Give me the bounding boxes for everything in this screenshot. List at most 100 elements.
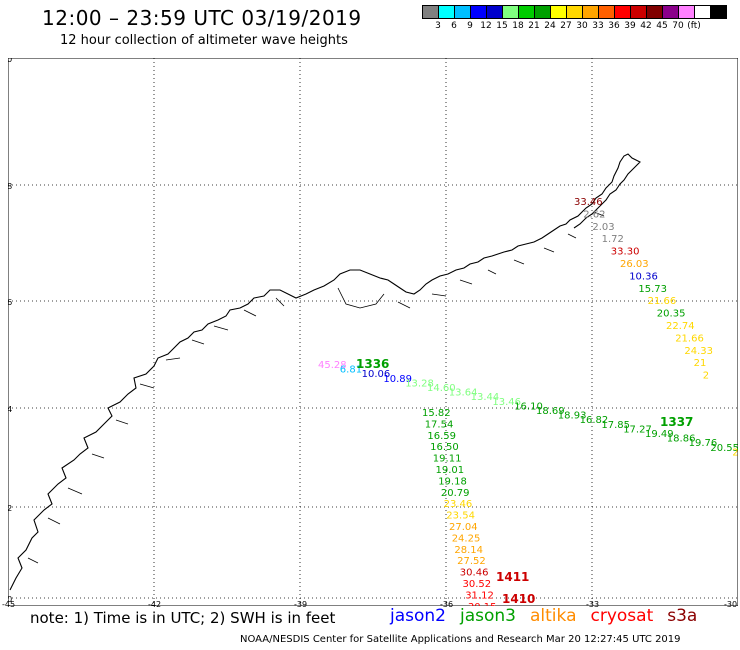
legend-label: 70 [672,21,684,31]
legend-swatch [502,5,519,19]
legend-label: 9 [467,21,473,31]
legend-label: 30 [576,21,588,31]
legend-swatch [710,5,727,19]
map-subtitle: 12 hour collection of altimeter wave hei… [60,33,348,48]
color-legend: 3 6 9 12 15 18 21 24 27 30 33 36 39 42 45 70 (ft) [422,5,727,31]
legend-swatch [630,5,647,19]
wave-height-label: 31.12 [465,590,494,601]
legend-label: (ft) [687,21,701,31]
legend-labels: 3 6 9 12 15 18 21 24 27 30 33 36 39 42 45 70 (ft) [422,21,726,31]
lat-label: 62 [8,504,12,513]
legend-label: 33 [592,21,604,31]
wave-height-label: 20.35 [657,309,686,320]
satellite-name-s3a: s3a [667,606,698,626]
legend-swatch [518,5,535,19]
lat-label: 66 [8,298,12,307]
wave-height-label: 18.69 [536,406,565,417]
wave-height-label: 6.81 [340,365,362,376]
wave-height-label: 27.52 [457,556,486,567]
legend-label: 42 [640,21,652,31]
lon-label: -39 [294,600,308,609]
greenland-coastline [9,153,641,591]
map-panel: 33.46 2.62 2.03 1.72 33.30 26.03 10.36 15.73 21.… [8,58,738,606]
orbit-number-label: 1411 [496,570,529,584]
wave-height-label: 16.82 [580,415,609,426]
lon-label: -36 [440,600,454,609]
satellite-name-jason2: jason2 [390,606,446,626]
wave-height-label: 22 [732,447,738,458]
satellite-name-cryosat: cryosat [590,606,654,626]
wave-height-label: 17.27 [623,424,652,435]
wave-height-label: 17.54 [425,419,454,430]
legend-label: 27 [560,21,572,31]
graticule [8,58,738,606]
legend-swatch [598,5,615,19]
orbit-number-label: 1410 [502,592,535,606]
legend-swatch [550,5,567,19]
legend-swatch [694,5,711,19]
wave-height-label: 33.46 [574,197,603,208]
wave-height-label: 21.66 [675,333,704,344]
wave-height-label: 13.64 [449,388,478,399]
legend-swatch [486,5,503,19]
map-title: 12:00 – 23:59 UTC 03/19/2019 [42,6,362,30]
wave-height-label: 13.46 [492,397,521,408]
map-canvas: 33.462.622.031.7233.3026.0310.3615.7321.… [8,58,738,606]
legend-label: 15 [496,21,508,31]
wave-height-label: 19.49 [645,429,674,440]
wave-height-label: 22.74 [666,321,695,332]
greenland-fjords [27,211,605,564]
wave-height-label: 15.73 [638,284,667,295]
orbit-number-label: 1336 [356,357,389,371]
wave-height-label: 18.86 [667,434,696,445]
legend-swatch [454,5,471,19]
lat-label: 64 [8,405,12,414]
legend-swatch [470,5,487,19]
wave-height-label: 28.14 [454,545,483,556]
lon-label: -42 [148,600,162,609]
wave-height-label: 23.46 [444,499,473,510]
wave-height-label: 2.62 [583,209,605,220]
wave-height-label: 2.03 [592,222,614,233]
wave-height-label: 24.25 [452,533,481,544]
wave-height-label: 17.85 [601,420,630,431]
wave-height-label: 10.06 [362,369,391,380]
lon-label: -45 [2,600,16,609]
legend-swatch [422,5,439,19]
lat-label: 60 [8,595,12,604]
footnote: note: 1) Time is in UTC; 2) SWH is in fe… [30,609,336,627]
wave-height-label: 19.01 [436,465,465,476]
wave-height-label: 24.33 [684,346,713,357]
legend-swatch [678,5,695,19]
wave-height-label: 19.76 [689,438,718,449]
legend-swatches [422,5,727,19]
wave-height-label: 27.04 [449,522,478,533]
wave-height-label: 30.46 [460,568,489,579]
lat-label: 70 [8,58,12,64]
wave-height-label: 19.11 [433,454,462,465]
satellite-name-jason3: jason3 [460,606,516,626]
legend-swatch [438,5,455,19]
lat-label: 68 [8,182,12,191]
wave-height-label: 21 [694,358,707,369]
wave-height-label: 20.79 [441,488,470,499]
wave-height-label: 20.55 [710,443,738,454]
legend-swatch [614,5,631,19]
wave-height-label: 23.54 [446,511,475,522]
legend-label: 45 [656,21,668,31]
wave-height-label: 10.36 [629,271,658,282]
legend-label: 24 [544,21,556,31]
legend-label: 18 [512,21,524,31]
legend-label: 39 [624,21,636,31]
legend-swatch [582,5,599,19]
satellite-name-altika: altika [530,606,577,626]
legend-label: 36 [608,21,620,31]
orbit-number-label: 1337 [660,415,693,429]
wave-height-label: 16.50 [430,442,459,453]
wave-height-label: 21.66 [648,296,677,307]
wave-height-label: 14.60 [427,383,456,394]
wave-height-label: 45.28 [318,360,347,371]
wave-height-label: 10.89 [383,374,412,385]
wave-height-label: 16.10 [514,401,543,412]
wave-height-label: 18.93 [558,411,587,422]
